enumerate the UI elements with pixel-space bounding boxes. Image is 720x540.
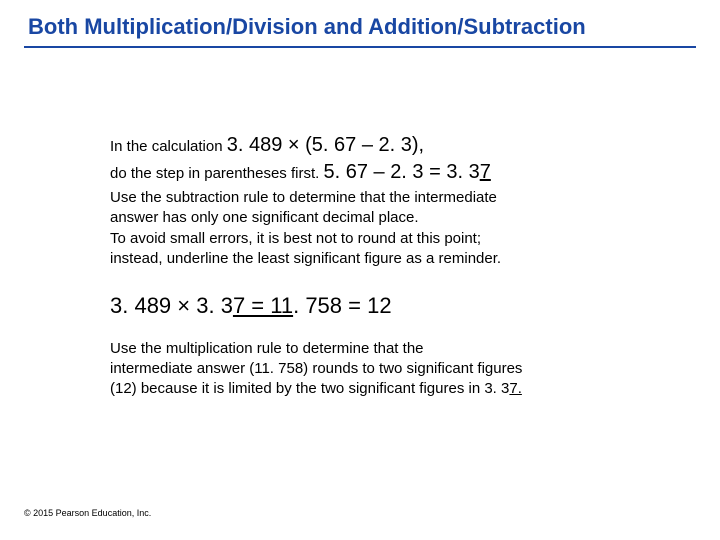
eq3-a: 3. 489 × 3. 3 — [110, 293, 233, 318]
eq3-underlined-1: 7 = 11 — [233, 293, 293, 318]
paragraph-2: Use the multiplication rule to determine… — [110, 339, 660, 400]
line1-lead: In the calculation — [110, 138, 227, 155]
equation-3: 3. 489 × 3. 37 = 11. 758 = 12 — [110, 291, 660, 321]
para1-line-d: instead, underline the least significant… — [110, 249, 660, 269]
page-title: Both Multiplication/Division and Additio… — [0, 0, 720, 46]
para2-line-c: (12) because it is limited by the two si… — [110, 379, 660, 399]
paragraph-1: Use the subtraction rule to determine th… — [110, 188, 660, 269]
para2-c-a: (12) because it is limited by the two si… — [110, 380, 509, 397]
content-block: In the calculation 3. 489 × (5. 67 – 2. … — [0, 48, 720, 399]
line1-expr: 3. 489 × (5. 67 – 2. 3), — [227, 134, 424, 156]
para2-line-b: intermediate answer (11. 758) rounds to … — [110, 359, 660, 379]
copyright-text: © 2015 Pearson Education, Inc. — [24, 508, 151, 518]
para2-c-underlined: 7. — [509, 380, 522, 397]
calc-line-2: do the step in parentheses first. 5. 67 … — [110, 159, 660, 186]
para1-line-b: answer has only one significant decimal … — [110, 208, 660, 228]
line2-expr-a: 5. 67 – 2. 3 = 3. 3 — [323, 161, 479, 183]
para1-line-c: To avoid small errors, it is best not to… — [110, 229, 660, 249]
eq3-c: . 758 = 12 — [293, 293, 391, 318]
calc-line-1: In the calculation 3. 489 × (5. 67 – 2. … — [110, 132, 660, 159]
para2-line-a: Use the multiplication rule to determine… — [110, 339, 660, 359]
line2-lead: do the step in parentheses first. — [110, 165, 323, 182]
para1-line-a: Use the subtraction rule to determine th… — [110, 188, 660, 208]
line2-expr-underlined: 7 — [480, 161, 491, 183]
